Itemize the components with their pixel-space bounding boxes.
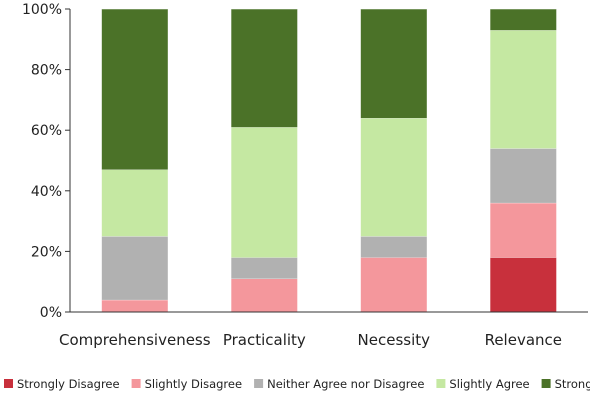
bar-segment-2-1 <box>360 257 427 312</box>
legend: Strongly Disagree Slightly Disagree Neithe… <box>4 377 590 391</box>
bar-segment-3-4 <box>490 9 557 31</box>
legend-swatch <box>131 379 141 388</box>
x-tick-label: Necessity <box>358 331 431 349</box>
legend-label: Neither Agree nor Disagree <box>267 377 424 391</box>
legend-label: Strongly Agree <box>555 377 590 391</box>
bar-segment-3-2 <box>490 148 557 203</box>
x-tick-label: Comprehensiveness <box>59 331 211 349</box>
legend-swatch <box>436 379 446 388</box>
legend-item: Strongly Agree <box>541 377 590 391</box>
bar-segment-0-3 <box>101 169 168 237</box>
y-tick-label: 0% <box>40 305 62 321</box>
bar-segment-1-2 <box>231 257 298 279</box>
legend-swatch <box>4 379 13 388</box>
bar-segment-0-1 <box>101 299 168 312</box>
y-tick-label: 40% <box>31 184 62 200</box>
bar-segment-3-0 <box>490 257 557 312</box>
bar-segment-0-2 <box>101 236 168 300</box>
legend-swatch <box>254 379 264 388</box>
bar-segment-2-2 <box>360 236 427 258</box>
bar-segment-1-4 <box>231 9 298 128</box>
axes-group: Comprehensiveness Practicality Necessity Re… <box>22 2 588 349</box>
y-tick-label: 60% <box>31 123 62 139</box>
legend-item: Slightly Disagree <box>131 377 242 391</box>
bar-segment-1-1 <box>231 278 298 312</box>
bars-group <box>101 8 557 312</box>
y-tick-label: 100% <box>22 2 62 18</box>
legend-label: Slightly Agree <box>449 377 529 391</box>
legend-item: Strongly Disagree <box>4 377 120 391</box>
bar-segment-1-3 <box>231 127 298 258</box>
x-tick-label: Practicality <box>223 331 306 349</box>
bar-segment-2-4 <box>360 9 427 119</box>
legend-label: Strongly Disagree <box>17 377 120 391</box>
bar-segment-2-3 <box>360 118 427 237</box>
x-tick-label: Relevance <box>485 331 562 349</box>
bar-segment-0-4 <box>101 9 168 170</box>
bar-segment-3-3 <box>490 30 557 149</box>
legend-label: Slightly Disagree <box>145 377 242 391</box>
legend-item: Neither Agree nor Disagree <box>254 377 424 391</box>
y-tick-label: 20% <box>31 244 62 260</box>
legend-item: Slightly Agree <box>436 377 530 391</box>
legend-swatch <box>541 379 551 388</box>
y-tick-label: 80% <box>31 63 62 79</box>
bar-segment-3-1 <box>490 202 557 258</box>
